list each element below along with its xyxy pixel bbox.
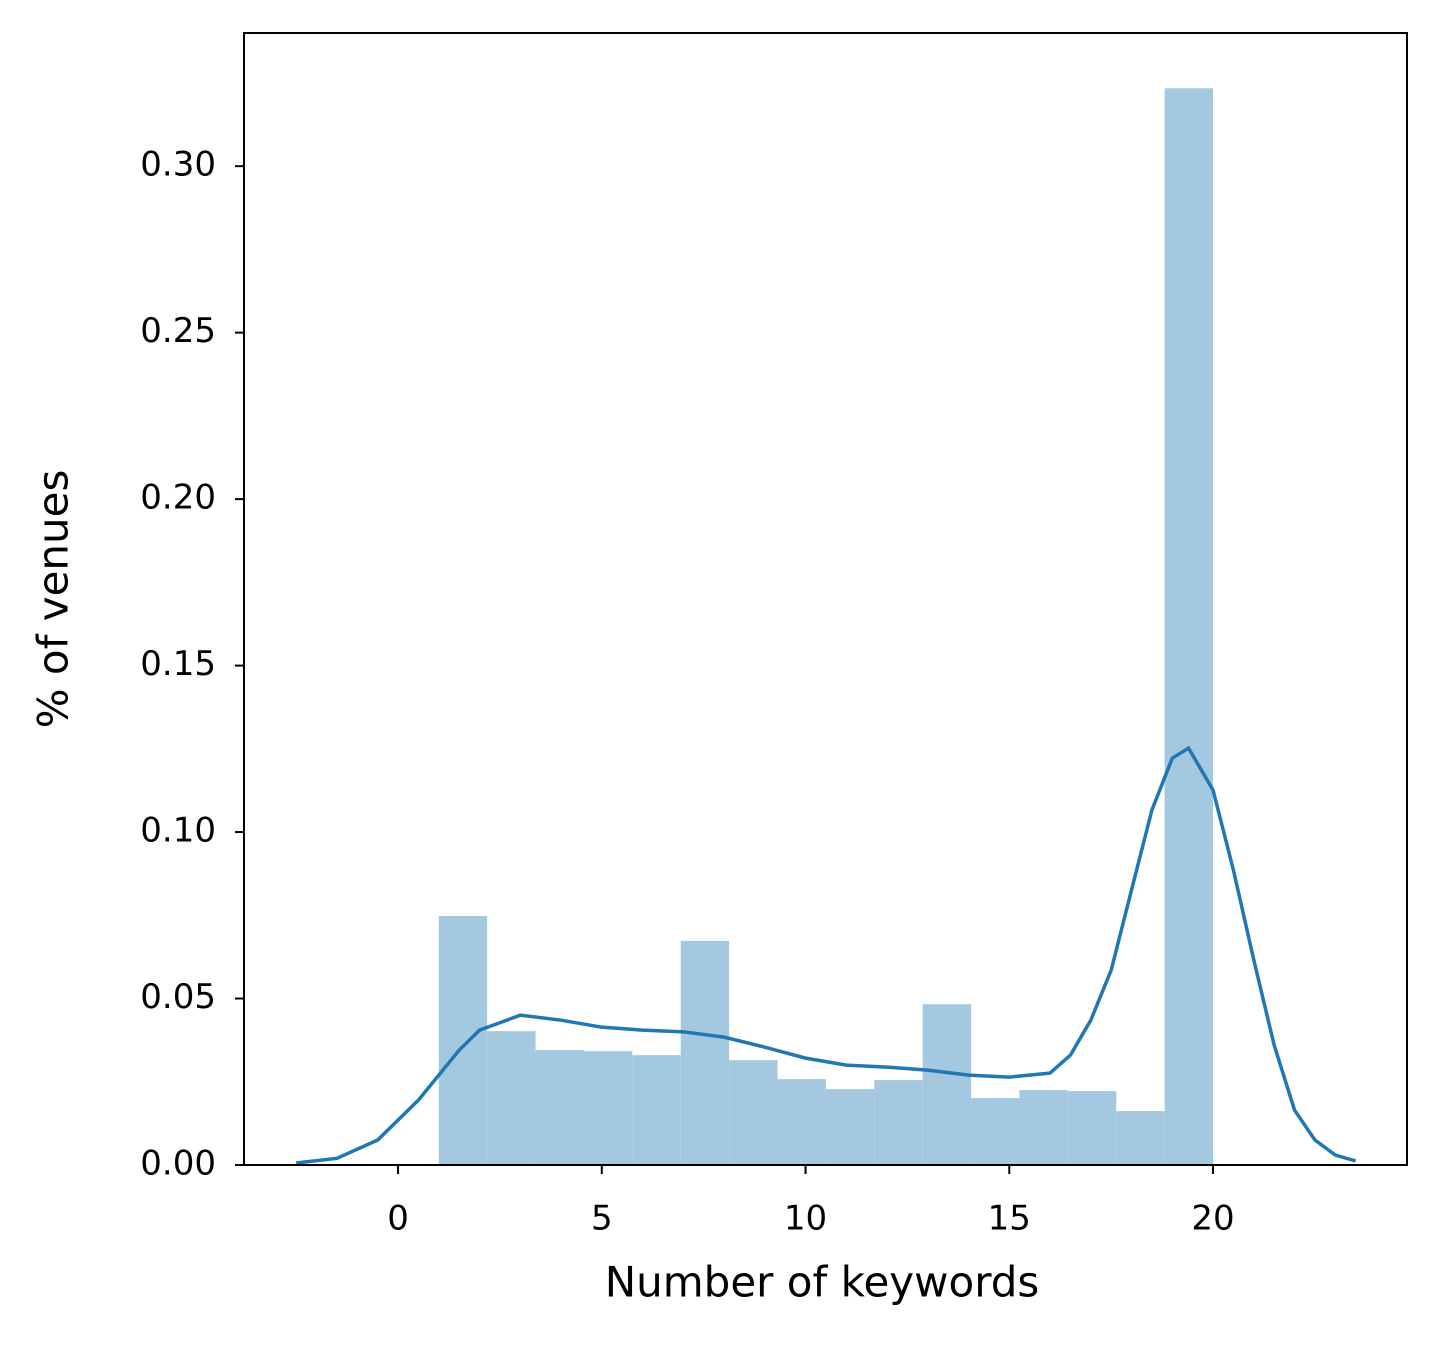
bar [487, 1031, 536, 1165]
axes-frame [243, 32, 1408, 1166]
x-tick-label: 0 [387, 1199, 409, 1239]
x-tick-label: 20 [1191, 1199, 1234, 1239]
y-tick-label: 0.05 [140, 977, 216, 1017]
bar [825, 1089, 875, 1165]
kde-line [295, 745, 1357, 1165]
bar [583, 1051, 633, 1165]
y-tick-label: 0.15 [140, 644, 216, 684]
bar [922, 1004, 972, 1165]
bar [1067, 1091, 1117, 1165]
bar [438, 915, 488, 1165]
bar [1019, 1090, 1068, 1165]
y-tick-label: 0.30 [140, 145, 216, 185]
x-tick-label: 15 [988, 1199, 1031, 1239]
y-tick-label: 0.25 [140, 311, 216, 351]
bar [971, 1098, 1020, 1165]
x-axis-label: Number of keywords [605, 1258, 1040, 1307]
bar [535, 1050, 584, 1165]
bar [1164, 88, 1214, 1166]
x-tick-label: 5 [591, 1199, 613, 1239]
y-tick-label: 0.00 [140, 1144, 216, 1184]
y-tick-label: 0.20 [140, 478, 216, 518]
x-tick-label: 10 [784, 1199, 827, 1239]
y-axis-label: % of venues [29, 470, 78, 729]
bar [777, 1079, 826, 1165]
bar [729, 1060, 778, 1165]
bar [874, 1080, 923, 1165]
bar [680, 940, 730, 1165]
bar [1116, 1111, 1165, 1165]
bar [632, 1055, 681, 1165]
y-tick-label: 0.10 [140, 811, 216, 851]
